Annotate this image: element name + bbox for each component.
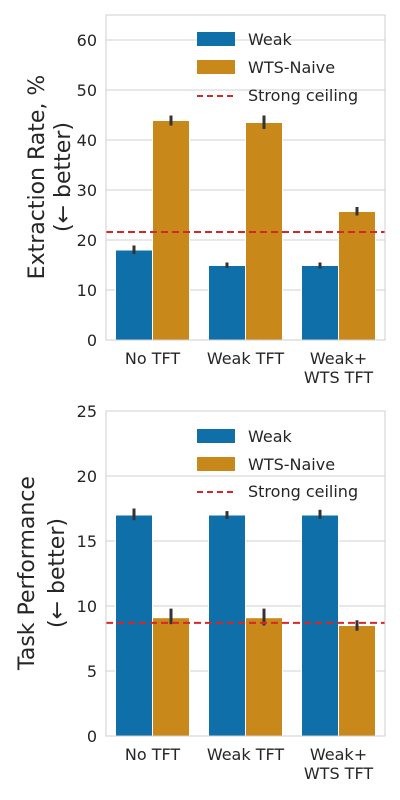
chart-2-legend: Weak WTS-Naive Strong ceiling: [197, 427, 358, 501]
chart-2: Task Performance (← better) 0 5 10 15 20 25 No…: [15, 402, 386, 783]
chart-1-bar-wts-naive: [338, 211, 376, 341]
chart-2-legend-swatch-weak: [197, 429, 235, 443]
chart-2-xtick-label: Weak+ WTS TFT: [304, 745, 374, 783]
chart-2-ytick-label: 5: [87, 662, 97, 681]
chart-1-xtick-label: No TFT: [125, 349, 181, 368]
chart-1-legend-label-wts-naive: WTS-Naive: [248, 58, 335, 77]
chart-1-legend-label-ceiling: Strong ceiling: [248, 86, 358, 105]
chart-1-bar-weak: [301, 265, 339, 341]
chart-2-frame: [105, 410, 386, 737]
chart-1-legend-label-weak: Weak: [248, 30, 293, 49]
chart-2-xtick-label: No TFT: [125, 745, 181, 764]
chart-1-legend-swatch-weak: [197, 32, 235, 46]
chart-1-ytick-label: 40: [77, 131, 97, 150]
chart-1-bar-weak: [208, 265, 246, 341]
chart-1-bar-wts-naive: [152, 120, 190, 341]
chart-2-legend-label-weak: Weak: [248, 427, 293, 446]
chart-2-legend-label-ceiling: Strong ceiling: [248, 482, 358, 501]
chart-1-ytick-label: 50: [77, 81, 97, 100]
chart-2-bar-wts-naive: [152, 617, 190, 737]
chart-2-ytick-label: 25: [77, 402, 97, 421]
chart-2-ytick-label: 20: [77, 467, 97, 486]
chart-1-legend-swatch-wts-naive: [197, 60, 235, 74]
chart-1-bar-weak: [115, 249, 153, 341]
chart-2-ytick-label: 15: [77, 532, 97, 551]
chart-1-ylabel-line2: (← better): [51, 122, 76, 232]
chart-1-legend: Weak WTS-Naive Strong ceiling: [197, 30, 358, 105]
chart-1-xtick-label: Weak+ WTS TFT: [304, 349, 374, 387]
chart-2-ylabel-line1: Task Performance: [15, 476, 40, 671]
chart-2-ytick-label: 10: [77, 597, 97, 616]
chart-1-ytick-label: 0: [87, 331, 97, 350]
chart-1: Extraction Rate, % (← better) 0 10 20 30 40 5…: [25, 14, 386, 387]
chart-2-plot-area: 0 5 10 15 20 25 No TFT Weak TFT Weak+ WTS TFT: [77, 402, 386, 783]
chart-1-frame: [105, 14, 386, 341]
chart-2-bar-weak: [301, 514, 339, 737]
chart-2-bar-weak: [208, 514, 246, 737]
chart-1-ytick-label: 30: [77, 181, 97, 200]
chart-1-ylabel-line1: Extraction Rate, %: [25, 75, 50, 280]
chart-2-bar-weak: [115, 514, 153, 737]
chart-1-ytick-label: 60: [77, 31, 97, 50]
chart-1-ytick-label: 10: [77, 281, 97, 300]
chart-2-bar-wts-naive: [338, 625, 376, 737]
chart-2-xtick-label: Weak TFT: [207, 745, 285, 764]
chart-2-ylabel-line2: (← better): [45, 518, 70, 628]
chart-2-legend-swatch-wts-naive: [197, 457, 235, 471]
chart-2-legend-label-wts-naive: WTS-Naive: [248, 455, 335, 474]
chart-2-ytick-label: 0: [87, 727, 97, 746]
chart-1-xtick-label: Weak TFT: [207, 349, 285, 368]
chart-1-ytick-label: 20: [77, 231, 97, 250]
chart-1-plot-area: 0 10 20 30 40 50 60 No TFT Weak TFT Weak+ WTS TFT: [77, 14, 386, 387]
chart-2-bar-wts-naive: [245, 617, 283, 737]
